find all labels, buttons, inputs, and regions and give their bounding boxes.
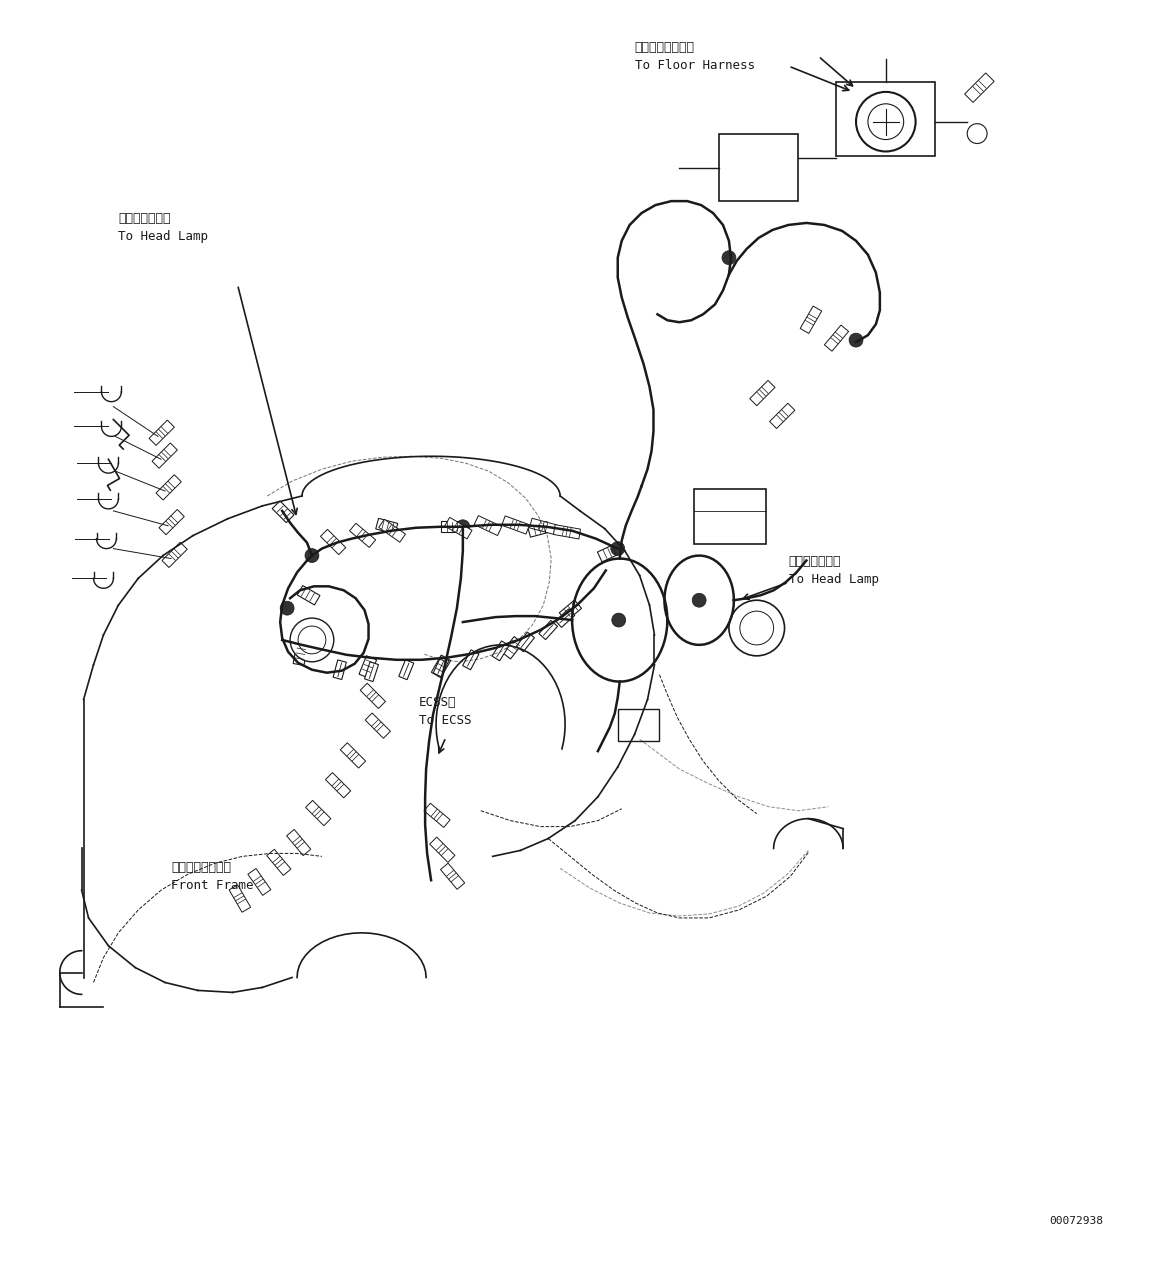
Polygon shape xyxy=(350,523,376,547)
Circle shape xyxy=(849,333,863,347)
Polygon shape xyxy=(361,683,385,709)
Polygon shape xyxy=(293,644,307,666)
Polygon shape xyxy=(770,403,794,428)
Circle shape xyxy=(722,251,736,265)
Polygon shape xyxy=(444,518,472,539)
Circle shape xyxy=(968,124,987,144)
Polygon shape xyxy=(333,661,347,679)
Polygon shape xyxy=(341,743,365,768)
Circle shape xyxy=(280,601,294,615)
Polygon shape xyxy=(501,515,529,534)
Polygon shape xyxy=(379,519,406,542)
Polygon shape xyxy=(441,522,461,532)
Polygon shape xyxy=(149,421,174,446)
Polygon shape xyxy=(559,600,582,621)
Polygon shape xyxy=(502,637,522,659)
Polygon shape xyxy=(964,73,994,102)
Polygon shape xyxy=(424,803,450,827)
Polygon shape xyxy=(286,830,311,855)
Polygon shape xyxy=(159,509,184,534)
Text: ヘッドランプへ
To Head Lamp: ヘッドランプへ To Head Lamp xyxy=(789,554,878,586)
Polygon shape xyxy=(152,443,177,469)
Polygon shape xyxy=(800,306,822,333)
Polygon shape xyxy=(306,801,330,826)
Polygon shape xyxy=(554,524,580,539)
Polygon shape xyxy=(463,649,479,669)
Polygon shape xyxy=(529,518,557,534)
Text: ヘッドランプへ
To Head Lamp: ヘッドランプへ To Head Lamp xyxy=(119,212,208,244)
Polygon shape xyxy=(326,773,351,798)
Polygon shape xyxy=(229,885,250,912)
Circle shape xyxy=(456,520,470,534)
Circle shape xyxy=(856,92,915,152)
Circle shape xyxy=(729,600,785,655)
Polygon shape xyxy=(750,380,775,405)
Polygon shape xyxy=(399,659,414,679)
Circle shape xyxy=(290,618,334,662)
Polygon shape xyxy=(598,543,620,562)
Polygon shape xyxy=(266,849,291,875)
Circle shape xyxy=(611,542,625,556)
Polygon shape xyxy=(825,325,849,351)
Polygon shape xyxy=(429,837,455,863)
Bar xyxy=(719,134,799,201)
Polygon shape xyxy=(431,655,451,678)
Polygon shape xyxy=(516,633,535,652)
Text: 00072938: 00072938 xyxy=(1049,1216,1104,1226)
Text: ECSSへ
To ECSS: ECSSへ To ECSS xyxy=(419,696,472,727)
Polygon shape xyxy=(492,640,509,661)
Polygon shape xyxy=(272,501,294,523)
Polygon shape xyxy=(364,662,378,682)
Polygon shape xyxy=(162,542,187,567)
Polygon shape xyxy=(433,657,449,677)
Polygon shape xyxy=(475,515,501,536)
Bar xyxy=(618,710,659,741)
Circle shape xyxy=(692,594,706,608)
Circle shape xyxy=(612,613,626,626)
Polygon shape xyxy=(359,655,377,678)
Polygon shape xyxy=(321,529,345,554)
Bar xyxy=(836,82,935,157)
Polygon shape xyxy=(538,620,557,639)
Polygon shape xyxy=(298,586,320,605)
Text: フロアハーネスへ
To Floor Harness: フロアハーネスへ To Floor Harness xyxy=(635,40,755,72)
Polygon shape xyxy=(365,714,391,739)
Polygon shape xyxy=(376,518,398,534)
Polygon shape xyxy=(441,863,465,889)
Polygon shape xyxy=(156,475,181,500)
Text: フロントフレーム
Front Frame: フロントフレーム Front Frame xyxy=(171,860,254,892)
Circle shape xyxy=(305,548,319,562)
Polygon shape xyxy=(248,869,271,895)
Polygon shape xyxy=(528,522,550,537)
Polygon shape xyxy=(556,609,575,628)
Bar xyxy=(694,489,765,543)
